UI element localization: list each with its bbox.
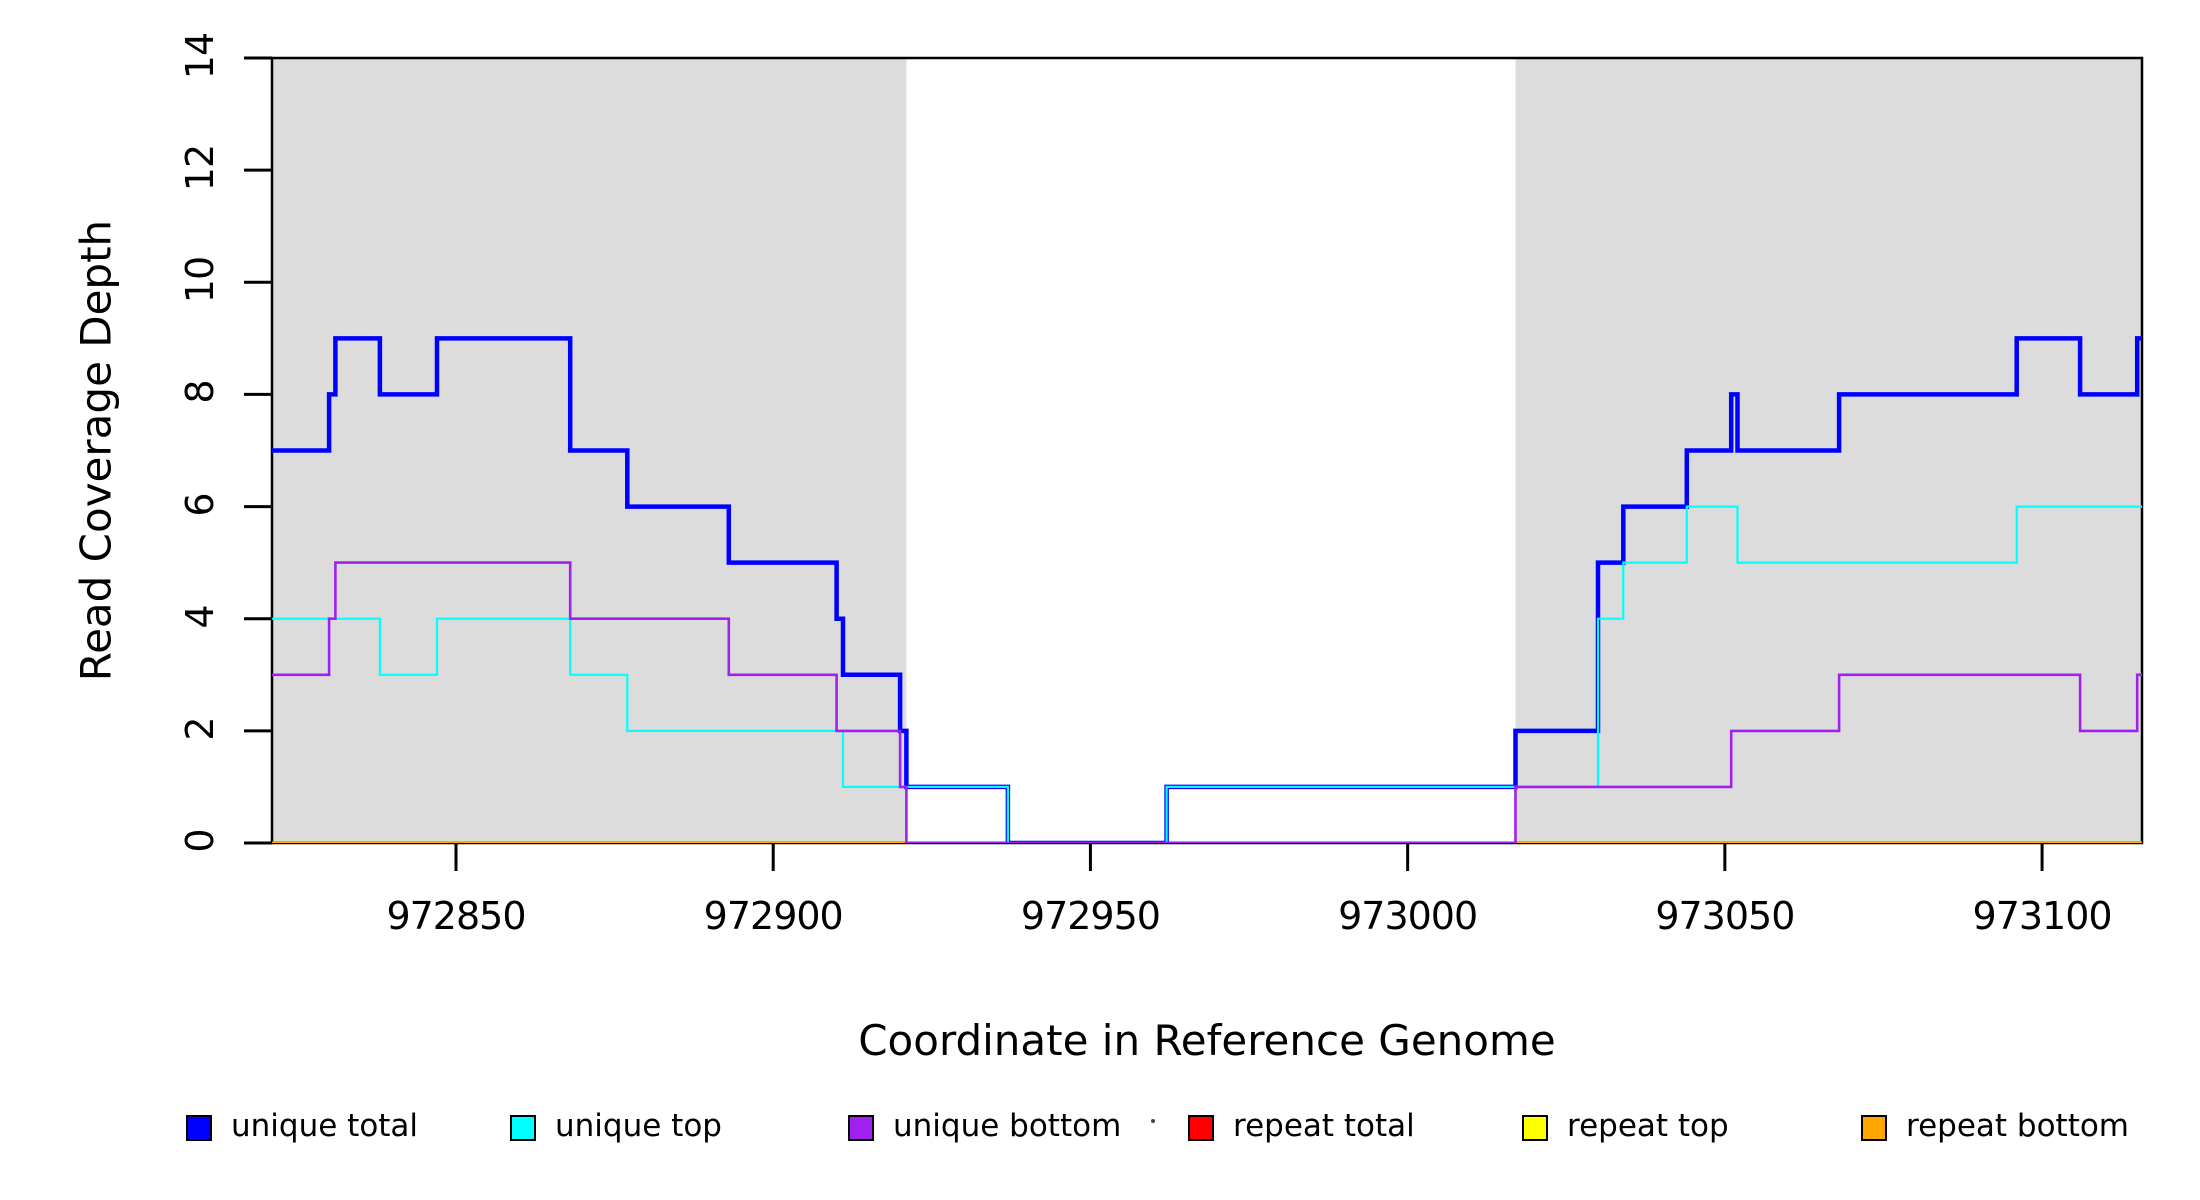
- unique-bottom-swatch: [848, 1115, 874, 1141]
- legend-label-unique-bottom: unique bottom: [893, 1108, 1122, 1144]
- legend-label-unique-top: unique top: [555, 1108, 722, 1144]
- y-tick-label: 14: [178, 32, 222, 80]
- x-tick-label: 973100: [1972, 894, 2113, 938]
- legend-label-repeat-bottom: repeat bottom: [1906, 1108, 2130, 1144]
- x-tick-label: 973050: [1655, 894, 1795, 938]
- repeat-total-swatch: [1188, 1115, 1214, 1141]
- series-line-unique-bottom: [272, 561, 2142, 843]
- unique-total-swatch: [186, 1115, 212, 1141]
- repeat-top-swatch: [1522, 1115, 1548, 1141]
- series-line-unique-top: [272, 505, 2142, 843]
- legend-label-repeat-top: repeat top: [1567, 1108, 1729, 1144]
- unique-top-swatch: [510, 1115, 536, 1141]
- x-tick-label: 972900: [703, 894, 844, 938]
- x-tick-label: 973000: [1338, 894, 1478, 938]
- x-axis-title: Coordinate in Reference Genome: [858, 1016, 1556, 1065]
- repeat-bottom-swatch: [1861, 1115, 1887, 1141]
- x-tick-label: 972850: [386, 894, 526, 938]
- x-tick-label: 972950: [1020, 894, 1161, 938]
- legend-label-unique-total: unique total: [231, 1108, 419, 1144]
- legend-label-repeat-total: repeat total: [1233, 1108, 1415, 1144]
- stray-dot-mark: [1151, 1119, 1155, 1123]
- y-axis-title: Read Coverage Depth: [71, 219, 121, 682]
